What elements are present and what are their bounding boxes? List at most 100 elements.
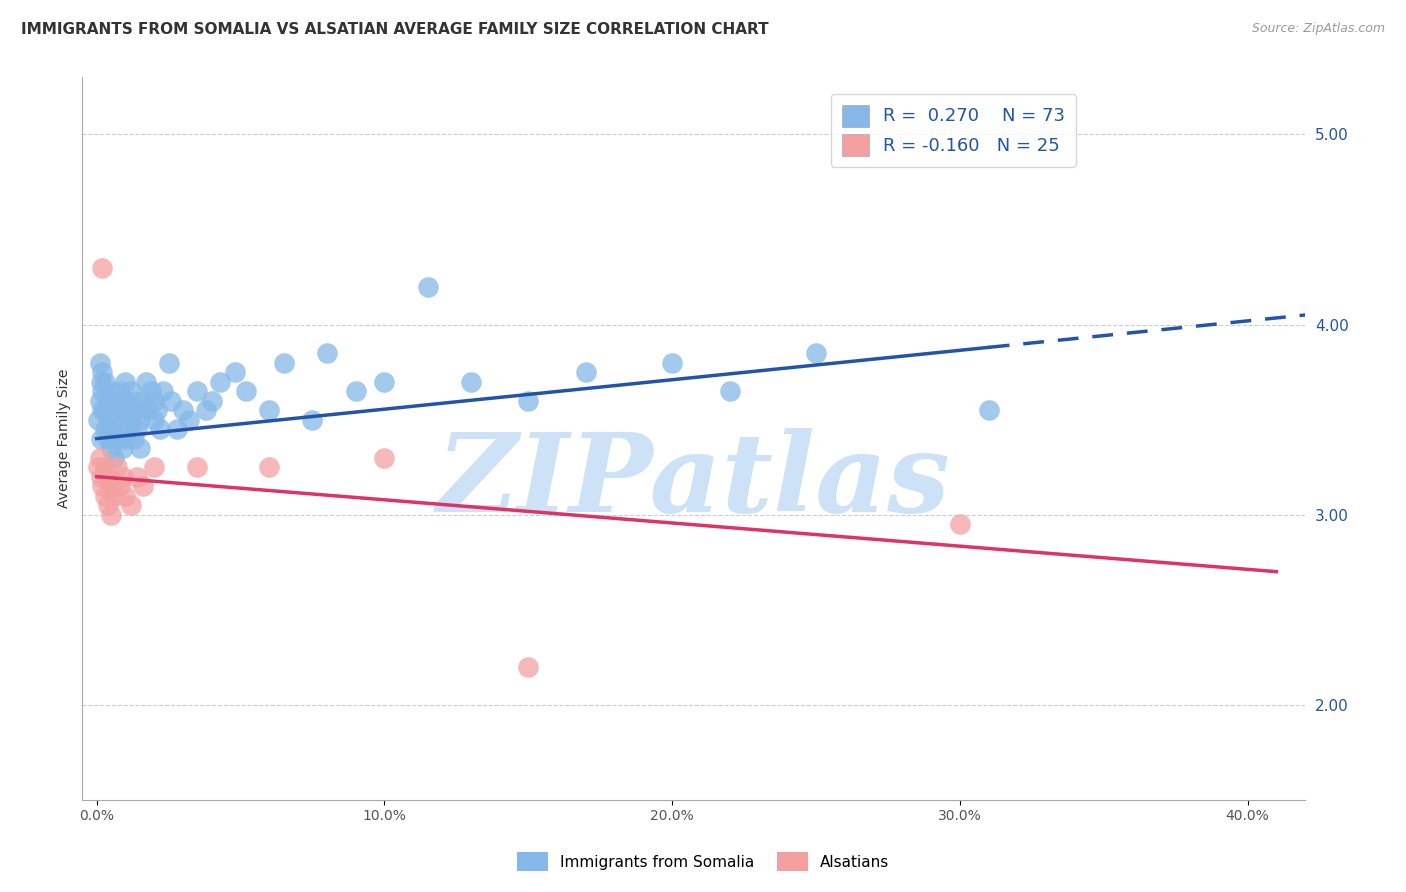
Point bbox=[103, 450, 125, 465]
Point bbox=[135, 375, 157, 389]
Point bbox=[100, 479, 122, 493]
Point bbox=[91, 260, 114, 275]
Point bbox=[575, 365, 598, 379]
Point bbox=[186, 460, 208, 475]
Point bbox=[103, 489, 125, 503]
Point bbox=[949, 517, 972, 532]
Point bbox=[89, 393, 111, 408]
Point bbox=[177, 412, 200, 426]
Point bbox=[108, 384, 131, 398]
Point bbox=[149, 422, 172, 436]
Point bbox=[166, 422, 188, 436]
Y-axis label: Average Family Size: Average Family Size bbox=[58, 369, 72, 508]
Point bbox=[344, 384, 367, 398]
Point bbox=[128, 412, 150, 426]
Point bbox=[114, 432, 136, 446]
Point bbox=[111, 469, 134, 483]
Point bbox=[94, 422, 117, 436]
Point bbox=[125, 469, 148, 483]
Point bbox=[120, 412, 142, 426]
Point bbox=[103, 412, 125, 426]
Point bbox=[186, 384, 208, 398]
Legend: Immigrants from Somalia, Alsatians: Immigrants from Somalia, Alsatians bbox=[510, 847, 896, 877]
Point bbox=[114, 393, 136, 408]
Point bbox=[195, 403, 218, 417]
Point bbox=[90, 432, 112, 446]
Text: ZIPatlas: ZIPatlas bbox=[437, 428, 950, 536]
Point bbox=[114, 489, 136, 503]
Point bbox=[117, 403, 139, 417]
Point bbox=[141, 384, 163, 398]
Point bbox=[804, 346, 827, 360]
Point bbox=[259, 403, 281, 417]
Point bbox=[259, 460, 281, 475]
Point bbox=[977, 403, 1000, 417]
Point bbox=[105, 432, 128, 446]
Point bbox=[517, 659, 540, 673]
Point bbox=[97, 432, 120, 446]
Point bbox=[138, 403, 160, 417]
Point bbox=[315, 346, 337, 360]
Point bbox=[90, 469, 112, 483]
Point bbox=[97, 498, 120, 512]
Point bbox=[172, 403, 194, 417]
Point bbox=[143, 460, 166, 475]
Point bbox=[157, 355, 180, 369]
Point bbox=[152, 384, 174, 398]
Point bbox=[103, 393, 125, 408]
Point bbox=[160, 393, 183, 408]
Point bbox=[143, 393, 166, 408]
Point bbox=[117, 422, 139, 436]
Point bbox=[132, 479, 155, 493]
Point bbox=[100, 384, 122, 398]
Point bbox=[460, 375, 482, 389]
Point bbox=[122, 393, 145, 408]
Point bbox=[718, 384, 741, 398]
Point bbox=[517, 393, 540, 408]
Point bbox=[108, 479, 131, 493]
Point bbox=[146, 403, 169, 417]
Point bbox=[100, 441, 122, 455]
Point bbox=[661, 355, 683, 369]
Point bbox=[94, 489, 117, 503]
Text: IMMIGRANTS FROM SOMALIA VS ALSATIAN AVERAGE FAMILY SIZE CORRELATION CHART: IMMIGRANTS FROM SOMALIA VS ALSATIAN AVER… bbox=[21, 22, 769, 37]
Point bbox=[91, 365, 114, 379]
Point bbox=[373, 450, 395, 465]
Point bbox=[111, 403, 134, 417]
Point bbox=[235, 384, 257, 398]
Point bbox=[90, 375, 112, 389]
Point bbox=[273, 355, 295, 369]
Point bbox=[91, 403, 114, 417]
Text: Source: ZipAtlas.com: Source: ZipAtlas.com bbox=[1251, 22, 1385, 36]
Point bbox=[125, 403, 148, 417]
Point bbox=[373, 375, 395, 389]
Point bbox=[100, 422, 122, 436]
Point bbox=[91, 479, 114, 493]
Point bbox=[143, 412, 166, 426]
Point bbox=[301, 412, 323, 426]
Point bbox=[97, 412, 120, 426]
Point bbox=[89, 355, 111, 369]
Point bbox=[97, 469, 120, 483]
Point bbox=[87, 460, 110, 475]
Point bbox=[87, 412, 110, 426]
Point bbox=[209, 375, 232, 389]
Point bbox=[128, 441, 150, 455]
Point bbox=[94, 375, 117, 389]
Point bbox=[120, 498, 142, 512]
Point bbox=[224, 365, 246, 379]
Point bbox=[132, 393, 155, 408]
Point bbox=[416, 279, 439, 293]
Point bbox=[114, 375, 136, 389]
Point bbox=[201, 393, 224, 408]
Point bbox=[100, 508, 122, 522]
Legend: R =  0.270    N = 73, R = -0.160   N = 25: R = 0.270 N = 73, R = -0.160 N = 25 bbox=[831, 94, 1076, 167]
Point bbox=[94, 460, 117, 475]
Point bbox=[111, 441, 134, 455]
Point bbox=[125, 422, 148, 436]
Point bbox=[89, 450, 111, 465]
Point bbox=[97, 393, 120, 408]
Point bbox=[105, 403, 128, 417]
Point bbox=[108, 422, 131, 436]
Point bbox=[91, 384, 114, 398]
